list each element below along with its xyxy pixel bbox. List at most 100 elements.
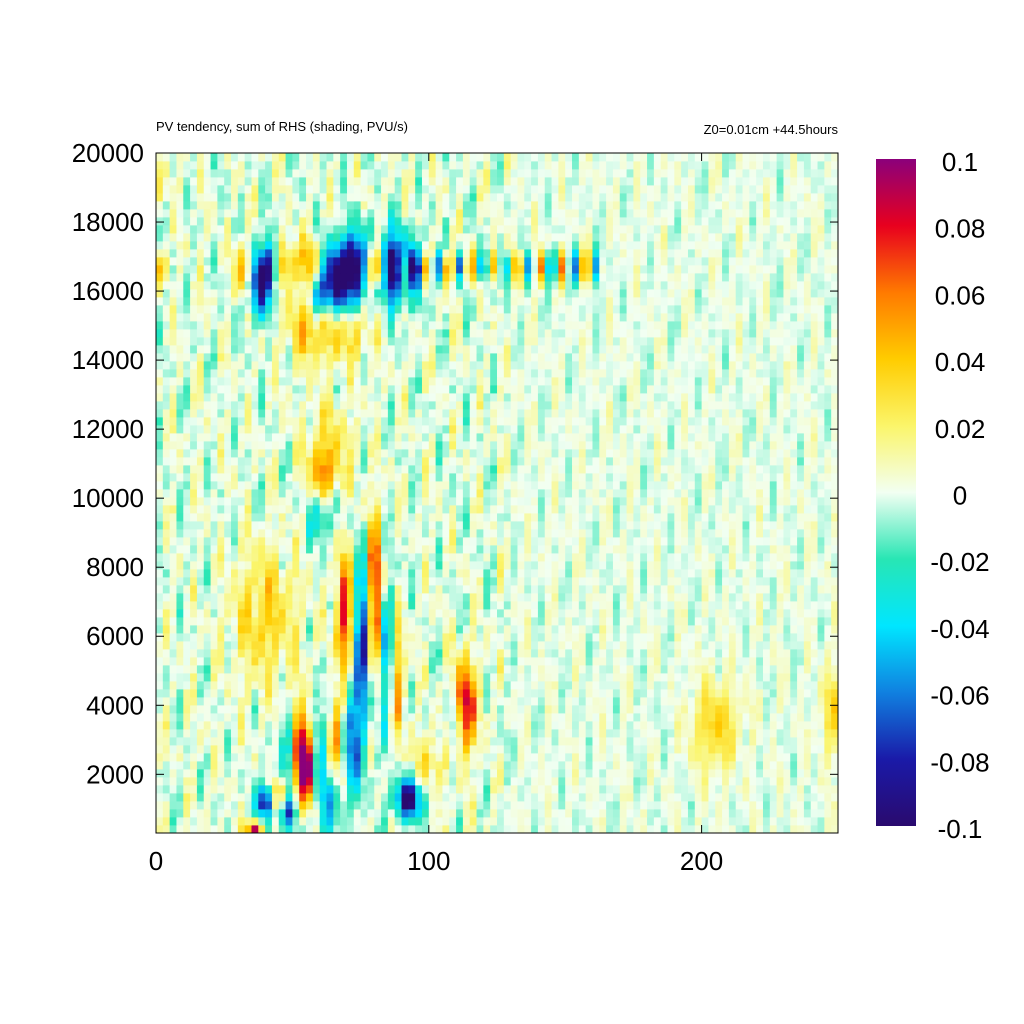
heatmap-cell [701,753,709,762]
heatmap-cell [585,545,593,554]
heatmap-cell [217,697,225,706]
heatmap-cell [762,569,771,578]
heatmap-cell [435,745,443,754]
heatmap-cell [462,449,471,458]
heatmap-cell [619,433,627,442]
heatmap-cell [503,457,512,466]
heatmap-cell [442,569,450,578]
heatmap-cell [585,761,593,770]
heatmap-cell [449,785,457,794]
heatmap-cell [824,753,832,762]
heatmap-cell [203,577,211,586]
heatmap-cell [728,689,737,698]
heatmap-cell [394,625,402,634]
heatmap-cell [319,457,327,466]
heatmap-cell [769,689,778,698]
heatmap-cell [462,593,471,602]
heatmap-cell [599,545,607,554]
heatmap-cell [285,553,293,562]
heatmap-cell [244,737,252,746]
heatmap-cell [326,817,334,826]
heatmap-cell [306,761,314,770]
heatmap-cell [176,585,184,594]
heatmap-cell [674,601,682,610]
heatmap-cell [449,801,457,810]
heatmap-cell [483,737,491,746]
heatmap-cell [510,561,518,570]
heatmap-cell [285,801,293,810]
heatmap-cell [722,625,730,634]
heatmap-cell [196,457,205,466]
heatmap-cell [531,745,539,754]
heatmap-cell [360,529,368,538]
heatmap-cell [271,537,280,546]
heatmap-cell [421,769,430,778]
heatmap-cell [258,489,266,498]
heatmap-cell [510,433,518,442]
heatmap-cell [374,777,382,786]
heatmap-cell [299,577,307,586]
heatmap-cell [517,697,525,706]
heatmap-cell [572,585,580,594]
heatmap-cell [285,649,293,658]
heatmap-cell [476,441,484,450]
heatmap-cell [415,705,423,714]
heatmap-cell [728,657,737,666]
heatmap-cell [224,489,232,498]
heatmap-cell [497,545,505,554]
heatmap-cell [558,673,566,682]
heatmap-cell [565,785,573,794]
heatmap-cell [517,721,525,730]
heatmap-cell [687,753,696,762]
heatmap-cell [421,785,430,794]
heatmap-cell [701,737,709,746]
heatmap-cell [606,449,614,458]
heatmap-cell [374,593,382,602]
heatmap-cell [599,713,607,722]
heatmap-cell [797,537,805,546]
heatmap-cell [415,793,423,802]
heatmap-cell [292,585,300,594]
heatmap-cell [285,673,293,682]
heatmap-cell [599,785,607,794]
heatmap-cell [183,497,191,506]
heatmap-cell [681,673,689,682]
heatmap-cell [401,473,409,482]
heatmap-cell [722,801,730,810]
heatmap-cell [531,529,539,538]
heatmap-cell [292,745,300,754]
heatmap-cell [524,761,532,770]
heatmap-cell [619,609,627,618]
heatmap-cell [169,657,177,666]
heatmap-cell [265,761,273,770]
heatmap-cell [483,577,491,586]
heatmap-cell [531,793,539,802]
heatmap-cell [497,505,505,514]
heatmap-cell [483,561,491,570]
heatmap-cell [640,497,648,506]
heatmap-cell [749,505,757,514]
heatmap-cell [633,529,641,538]
heatmap-cell [224,617,232,626]
heatmap-cell [708,665,716,674]
heatmap-cell [701,721,709,730]
heatmap-cell [476,769,484,778]
heatmap-cell [244,521,252,530]
heatmap-cell [346,577,355,586]
heatmap-cell [326,569,334,578]
heatmap-cell [340,553,348,562]
heatmap-cell [790,689,798,698]
heatmap-cell [578,801,587,810]
heatmap-cell [558,793,566,802]
heatmap-cell [476,777,484,786]
heatmap-cell [224,681,232,690]
heatmap-cell [203,801,211,810]
heatmap-cell [742,633,750,642]
heatmap-cell [415,529,423,538]
heatmap-cell [428,737,437,746]
heatmap-cell [585,753,593,762]
heatmap-cell [333,585,341,594]
heatmap-cell [572,649,580,658]
heatmap-cell [244,601,252,610]
heatmap-cell [817,705,825,714]
